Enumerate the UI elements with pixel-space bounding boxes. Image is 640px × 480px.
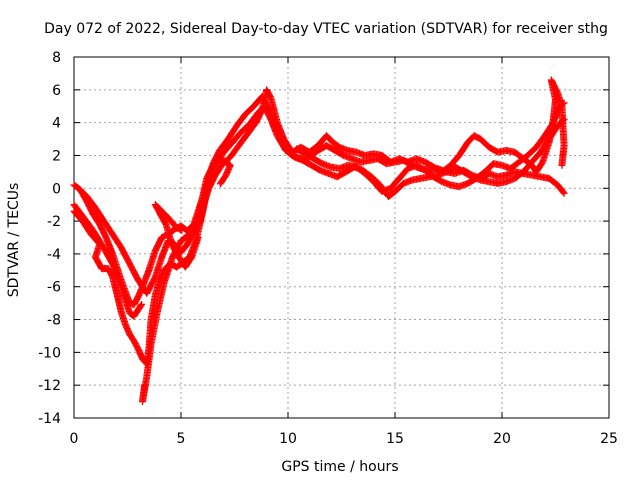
plot-frame: [73, 56, 610, 419]
x-tick-label: 5: [177, 431, 186, 447]
grid-lines: [74, 57, 609, 418]
data-point: [559, 188, 567, 196]
y-tick-label: -4: [47, 247, 61, 263]
y-tick-label: -12: [38, 378, 61, 394]
data-point: [138, 300, 146, 308]
data-point: [560, 189, 568, 197]
data-point: [560, 99, 568, 107]
chart-title: Day 072 of 2022, Sidereal Day-to-day VTE…: [44, 21, 608, 37]
series-arc-4: [74, 99, 568, 297]
y-tick-label: -6: [47, 280, 61, 296]
y-tick-label: 8: [52, 50, 61, 66]
data-point: [558, 161, 566, 169]
x-tick-label: 20: [493, 431, 511, 447]
y-tick-label: 4: [52, 116, 61, 132]
data-point: [217, 179, 225, 187]
series-arc-3: [70, 76, 568, 406]
data-point: [559, 100, 567, 108]
x-tick-label: 25: [600, 431, 618, 447]
y-tick-label: 0: [52, 181, 61, 197]
axis-ticks: 0 5 10 15 20 25 -14 -12 -10 -8 -6 -4 -2 0 2 4 6 8: [38, 50, 618, 447]
y-tick-label: -2: [47, 214, 61, 230]
x-tick-label: 15: [386, 431, 404, 447]
y-tick-label: -14: [38, 411, 61, 427]
x-axis-label: GPS time / hours: [281, 459, 398, 475]
y-tick-label: 2: [52, 148, 61, 164]
data-point: [177, 226, 185, 234]
y-tick-label: 6: [52, 83, 61, 99]
data-point: [216, 180, 224, 188]
data-point: [137, 302, 145, 310]
x-tick-label: 10: [279, 431, 297, 447]
series-arc-1: [70, 92, 568, 309]
data-series: [70, 76, 568, 406]
y-tick-label: -10: [38, 345, 61, 361]
data-point: [178, 226, 186, 234]
y-axis-label: SDTVAR / TECUs: [6, 183, 22, 298]
y-tick-label: -8: [47, 313, 61, 329]
x-tick-label: 0: [70, 431, 79, 447]
